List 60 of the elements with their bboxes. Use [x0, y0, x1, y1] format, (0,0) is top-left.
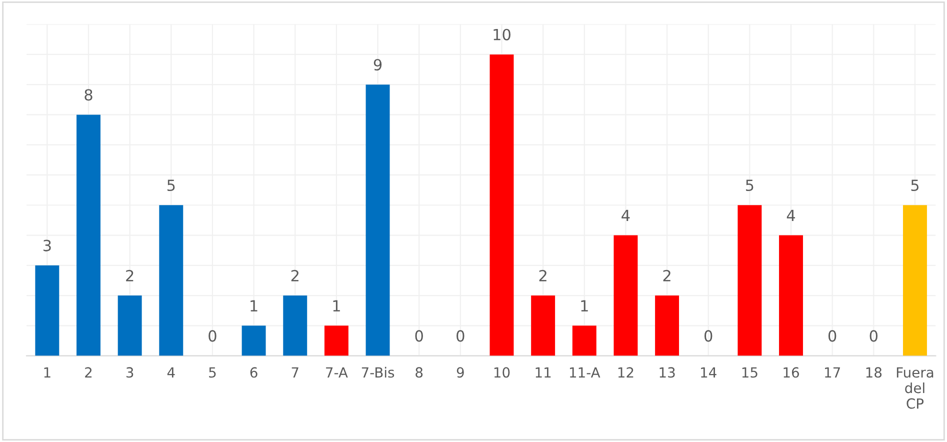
data-label: 0 [208, 330, 216, 342]
x-tick-label: 6 [250, 367, 258, 378]
x-tick-label: 16 [784, 367, 799, 378]
x-tick-label: 2 [85, 367, 92, 378]
bar [159, 205, 184, 356]
bar [76, 114, 100, 356]
data-label: 1 [581, 300, 588, 312]
x-tick-label: 7 [292, 367, 298, 378]
data-label: 5 [911, 180, 918, 192]
data-label: 0 [828, 330, 836, 342]
x-tick-label: 7-Bis [362, 366, 394, 378]
data-label: 5 [167, 180, 175, 192]
x-tick-label: 13 [660, 367, 675, 378]
data-label: 8 [84, 89, 92, 101]
data-label: 0 [870, 330, 878, 342]
bar [366, 84, 390, 356]
x-tick-label: 11 [536, 367, 551, 378]
bar [614, 235, 638, 356]
bar [531, 296, 556, 356]
data-label: 0 [456, 330, 464, 342]
x-tick-label: 1 [44, 367, 50, 378]
bar [655, 296, 680, 356]
x-tick-label: 10 [494, 367, 510, 378]
data-label: 5 [746, 180, 754, 192]
data-label: 4 [786, 210, 796, 221]
data-label: 2 [291, 270, 298, 282]
bar [738, 205, 762, 356]
data-label: 0 [415, 330, 423, 342]
data-label: 1 [250, 300, 258, 312]
data-label: 4 [622, 210, 630, 221]
data-label: 3 [43, 240, 51, 252]
x-tick-label: 8 [416, 367, 423, 378]
data-label: 2 [126, 270, 134, 282]
x-tick-label: 4 [167, 367, 175, 378]
x-tick-label: 14 [701, 367, 716, 378]
bar [779, 235, 803, 356]
x-tick-label: 15 [742, 367, 758, 378]
x-tick-label: 18 [866, 367, 882, 378]
x-tick-label: 12 [618, 367, 634, 378]
x-tick-label: 9 [456, 367, 464, 378]
bar [283, 296, 308, 356]
x-tick-label: 17 [825, 367, 840, 378]
x-tick-label: Fuera del CP [896, 367, 934, 409]
x-tick-label: 11-A [570, 367, 600, 378]
data-label: 2 [539, 270, 546, 282]
bar [118, 296, 142, 356]
data-label: 1 [333, 300, 340, 312]
bar [35, 265, 60, 356]
x-tick-label: 5 [209, 367, 216, 378]
bar [490, 54, 514, 356]
bar [242, 326, 266, 356]
data-label: 9 [374, 58, 382, 71]
bar [902, 205, 927, 356]
data-label: 0 [704, 330, 712, 342]
bar [324, 326, 348, 356]
data-label: 10 [494, 28, 510, 40]
data-label: 2 [663, 270, 670, 282]
x-tick-label: 7-A [326, 367, 348, 378]
bar [572, 326, 596, 356]
x-tick-label: 3 [126, 367, 134, 378]
